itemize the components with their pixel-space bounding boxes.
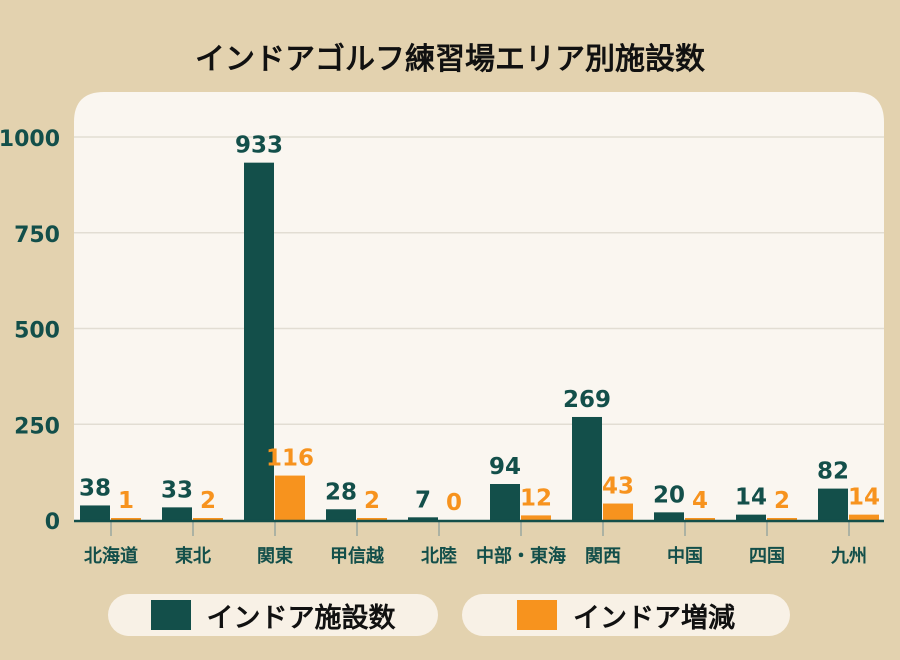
data-label: 14 (735, 485, 767, 511)
data-label: 38 (79, 475, 111, 501)
bar-change (275, 475, 305, 520)
bar-facilities (654, 512, 684, 520)
legend-swatch-facilities (150, 600, 191, 630)
y-tick-label: 500 (14, 319, 60, 344)
data-label: 2 (200, 488, 216, 514)
legend-item-change: インドア増減 (462, 594, 790, 636)
y-tick-label: 250 (14, 414, 60, 439)
bar-change (685, 518, 715, 520)
data-label: 12 (520, 485, 552, 511)
data-label: 269 (563, 387, 611, 413)
x-tick-label: 東北 (175, 545, 211, 567)
y-tick-label: 0 (45, 510, 60, 535)
data-label: 0 (446, 490, 462, 516)
x-tick-label: 甲信越 (330, 545, 385, 567)
bar-facilities (80, 505, 110, 520)
data-label: 2 (364, 488, 380, 514)
data-label: 20 (653, 482, 685, 508)
bar-change (849, 514, 879, 520)
bar-facilities (244, 162, 274, 520)
data-label: 7 (415, 487, 431, 513)
x-tick-label: 関東 (257, 545, 293, 567)
bar-facilities (572, 416, 602, 520)
bar-facilities (818, 488, 848, 520)
legend-item-facilities: インドア施設数 (108, 594, 438, 636)
x-tick-label: 四国 (749, 546, 785, 567)
data-label: 116 (266, 446, 314, 472)
legend-swatch-change (517, 600, 557, 630)
y-tick-label: 750 (14, 223, 60, 248)
bar-facilities (736, 514, 766, 520)
data-label: 2 (774, 488, 790, 514)
data-label: 1 (118, 488, 134, 514)
bar-change (193, 518, 223, 520)
data-label: 94 (489, 454, 521, 480)
bar-facilities (162, 507, 192, 520)
x-tick-label: 中部・東海 (476, 545, 566, 567)
bar-change (357, 518, 387, 520)
legend-label: インドア施設数 (206, 602, 396, 634)
bar-facilities (326, 509, 356, 520)
x-tick-label: 中国 (667, 545, 703, 567)
x-tick-label: 北海道 (84, 545, 138, 567)
bar-change (111, 518, 141, 520)
data-label: 82 (817, 459, 849, 485)
data-label: 14 (848, 485, 880, 511)
plot-panel (74, 92, 884, 521)
data-label: 33 (161, 477, 193, 503)
y-tick-label: 1000 (0, 127, 60, 152)
data-label: 933 (235, 133, 283, 159)
legend-label: インドア増減 (573, 602, 735, 634)
x-tick-label: 関西 (585, 546, 621, 567)
chart-title: インドアゴルフ練習場エリア別施設数 (195, 42, 705, 77)
bar-change (521, 515, 551, 520)
bar-change (767, 518, 797, 520)
bar-change (603, 503, 633, 520)
x-tick-label: 九州 (830, 546, 867, 567)
data-label: 4 (692, 488, 708, 514)
data-label: 43 (602, 474, 634, 500)
bar-facilities (408, 517, 438, 520)
bar-facilities (490, 483, 520, 520)
data-label: 28 (325, 479, 357, 505)
x-tick-label: 北陸 (421, 545, 457, 567)
